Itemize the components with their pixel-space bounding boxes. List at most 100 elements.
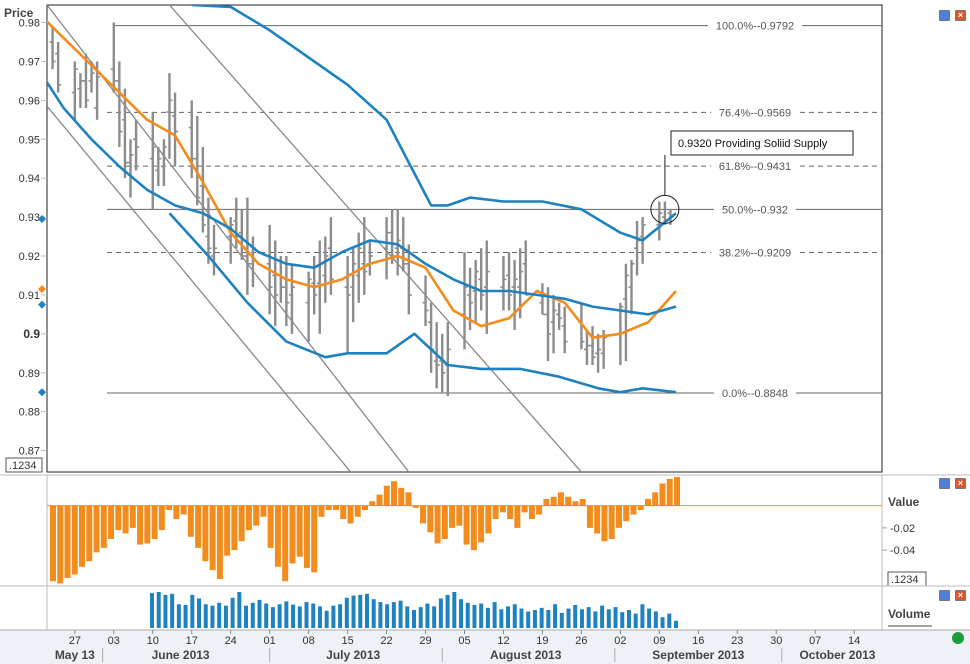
volume-bar: [317, 606, 322, 628]
close-icon[interactable]: ×: [955, 10, 966, 21]
volume-bar: [391, 602, 396, 628]
value-bar: [216, 505, 223, 579]
volume-bar: [156, 592, 161, 628]
volume-bar: [660, 617, 665, 628]
x-month-label: May 13: [55, 648, 95, 662]
value-bar: [166, 505, 173, 511]
volume-bar: [264, 603, 269, 628]
fib-level-label: 61.8%--0.9431: [719, 161, 791, 173]
value-bar: [231, 505, 238, 551]
value-bar: [615, 505, 622, 528]
x-axis-band: [0, 630, 970, 664]
volume-bar: [371, 599, 376, 628]
volume-bar: [250, 602, 255, 628]
close-icon[interactable]: ×: [955, 478, 966, 489]
value-bar: [630, 505, 637, 515]
value-bar: [572, 501, 579, 506]
value-bar: [311, 505, 318, 573]
close-icon[interactable]: ×: [955, 590, 966, 601]
value-bar: [340, 505, 347, 519]
value-bar: [50, 505, 56, 582]
volume-bar: [674, 620, 678, 628]
value-bar: [122, 505, 129, 534]
volume-bar: [579, 609, 584, 628]
value-bar: [318, 505, 325, 517]
value-bar: [151, 505, 158, 539]
volume-bar: [358, 594, 363, 628]
volume-bar: [620, 612, 625, 628]
value-bar: [499, 505, 506, 513]
volume-bar: [210, 605, 215, 628]
volume-bar: [438, 598, 443, 628]
value-bar: [543, 499, 550, 506]
restore-icon[interactable]: [939, 590, 950, 601]
value-bar: [224, 505, 231, 556]
value-crosshair-label: .1234: [891, 574, 919, 586]
volume-bar: [459, 599, 464, 628]
x-tick-label: 22: [380, 635, 392, 647]
value-bar: [674, 477, 680, 506]
fib-label-bg: [714, 203, 796, 216]
volume-bar: [311, 603, 316, 628]
volume-bar: [150, 593, 154, 628]
x-tick-label: 02: [614, 635, 626, 647]
value-bar: [173, 505, 180, 519]
volume-bar: [647, 608, 652, 628]
value-bar: [238, 505, 245, 542]
x-tick-label: 03: [108, 635, 120, 647]
value-bar: [137, 505, 144, 545]
volume-bar: [197, 598, 202, 628]
value-bar: [253, 505, 260, 526]
value-bar: [376, 494, 383, 506]
value-bar: [129, 505, 136, 528]
value-bar: [398, 487, 405, 506]
value-bar: [115, 505, 122, 531]
price-tick-label: 0.92: [19, 251, 40, 263]
trend-line: [168, 5, 582, 472]
volume-bar: [183, 604, 188, 628]
volume-bar: [600, 605, 605, 628]
volume-bar: [331, 605, 336, 628]
price-axis-title: Price: [4, 6, 34, 20]
volume-bar: [546, 610, 551, 628]
value-bar: [405, 492, 412, 506]
value-bar: [332, 505, 339, 511]
restore-icon[interactable]: [939, 478, 950, 489]
value-bar: [267, 505, 274, 548]
value-bar: [391, 481, 398, 506]
value-plot: [47, 477, 882, 584]
status-dot: [952, 632, 964, 644]
value-bar: [354, 505, 361, 517]
price-tick-label: 0.91: [19, 290, 40, 302]
volume-bar: [237, 592, 242, 628]
volume-bar: [506, 606, 511, 628]
volume-bar: [633, 613, 638, 628]
volume-bar: [640, 604, 645, 628]
volume-bar: [324, 610, 329, 628]
volume-bar: [586, 607, 591, 628]
volume-bar: [217, 602, 222, 628]
x-tick-label: 29: [419, 635, 431, 647]
restore-icon[interactable]: [939, 10, 950, 21]
fib-label-bg: [711, 106, 799, 119]
value-bar: [478, 505, 485, 543]
volume-bar: [297, 606, 302, 628]
value-bar: [412, 505, 419, 508]
axis-value-marker: [38, 300, 46, 309]
band-line: [191, 5, 677, 242]
volume-bar: [203, 604, 208, 628]
value-bar: [463, 505, 470, 545]
value-bar: [158, 505, 165, 531]
value-bar: [427, 505, 434, 533]
volume-bar: [344, 597, 349, 628]
value-bar: [383, 485, 390, 506]
axis-value-marker: [38, 285, 46, 294]
x-tick-label: 16: [692, 635, 704, 647]
volume-bar: [257, 599, 262, 628]
price-tick-label: 0.9: [23, 327, 40, 341]
value-bar: [362, 505, 368, 511]
volume-bar: [465, 602, 470, 628]
volume-bar: [613, 607, 618, 628]
x-tick-label: 07: [809, 635, 821, 647]
